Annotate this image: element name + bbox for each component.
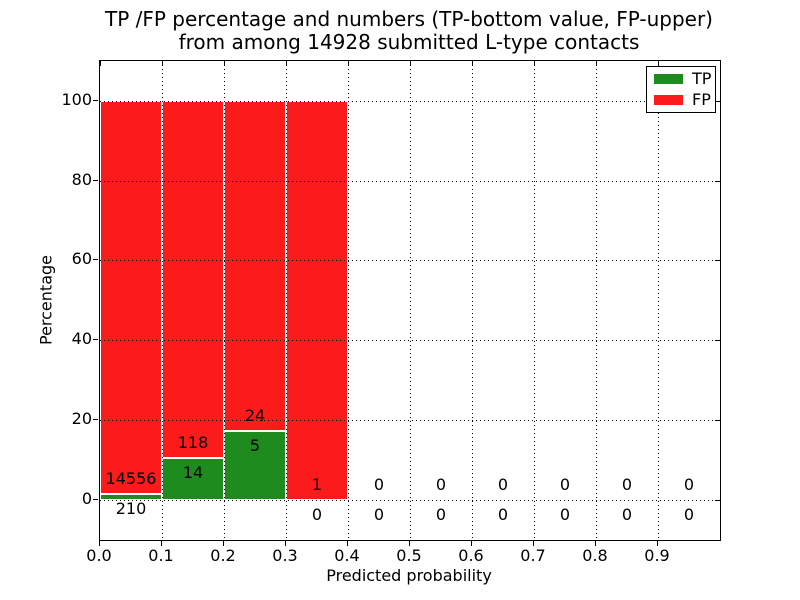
x-tick-0.1 bbox=[161, 541, 162, 546]
y-tick-right-60 bbox=[715, 260, 720, 262]
fp-count-label-0.2: 24 bbox=[244, 406, 266, 426]
gridline-v-0.9 bbox=[658, 61, 659, 540]
gridline-v-0.8 bbox=[596, 61, 597, 540]
x-tick-top-0.1 bbox=[162, 61, 163, 66]
legend-item-tp: TP bbox=[647, 71, 715, 87]
tp-count-label-0.7: 0 bbox=[559, 505, 571, 524]
x-tick-0.4 bbox=[347, 541, 348, 546]
y-tick-right-40 bbox=[715, 340, 720, 342]
x-tick-label-0.3: 0.3 bbox=[272, 546, 298, 565]
y-tick-left-40 bbox=[93, 339, 98, 341]
y-tick-label-60: 60 bbox=[71, 249, 92, 269]
bar-tp-0.1 bbox=[162, 457, 224, 500]
gridline-v-0.7 bbox=[534, 61, 535, 540]
x-tick-top-0.0 bbox=[100, 61, 101, 66]
tp-count-label-0.9: 0 bbox=[683, 505, 695, 524]
tp-count-label-0.4: 0 bbox=[373, 505, 385, 524]
y-tick-left-0 bbox=[93, 499, 98, 500]
tp-legend-swatch bbox=[654, 74, 683, 85]
fp-count-label-0: 14556 bbox=[105, 469, 157, 489]
bar-tp-0 bbox=[100, 494, 162, 500]
y-tick-right-0 bbox=[715, 500, 720, 501]
tp-count-label-0.6: 0 bbox=[497, 505, 509, 524]
y-tick-label-100: 100 bbox=[61, 89, 92, 109]
plot-area: 14556 210 118 14 24 5 1 0 0 0 0 0 0 0 0 0 0 0 0 0 bbox=[99, 60, 721, 541]
fp-count-label-0.3: 1 bbox=[311, 475, 323, 494]
fp-count-label-0.8: 0 bbox=[621, 475, 633, 494]
y-tick-right-80 bbox=[715, 180, 720, 182]
y-tick-label-80: 80 bbox=[71, 169, 92, 189]
y-tick-left-60 bbox=[93, 259, 98, 261]
gridline-v-0.3 bbox=[286, 61, 287, 540]
tp-count-label-0.2: 5 bbox=[249, 436, 261, 456]
bar-fp-0.3 bbox=[286, 100, 348, 500]
y-tick-left-20 bbox=[93, 419, 98, 421]
x-tick-0.3 bbox=[285, 541, 286, 546]
bar-fp-0.1 bbox=[162, 100, 224, 458]
x-tick-top-0.4 bbox=[348, 61, 349, 66]
x-tick-top-0.8 bbox=[596, 61, 597, 66]
x-tick-label-0.8: 0.8 bbox=[582, 546, 608, 565]
y-tick-label-40: 40 bbox=[71, 329, 92, 349]
tp-count-label-0.8: 0 bbox=[621, 505, 633, 524]
bar-fp-0 bbox=[100, 100, 162, 495]
x-tick-0.9 bbox=[657, 541, 658, 546]
fp-legend-label: FP bbox=[692, 89, 711, 109]
x-tick-label-0.2: 0.2 bbox=[210, 546, 236, 565]
x-tick-label-0.5: 0.5 bbox=[396, 546, 422, 565]
x-tick-0.6 bbox=[471, 541, 472, 546]
x-tick-top-0.6 bbox=[472, 61, 473, 66]
x-tick-0.7 bbox=[533, 541, 534, 546]
chart-title-line2: from among 14928 submitted L-type contac… bbox=[178, 30, 640, 54]
x-tick-top-0.3 bbox=[286, 61, 287, 66]
gridline-v-0.2 bbox=[224, 61, 225, 540]
fp-count-label-0.7: 0 bbox=[559, 475, 571, 494]
tp-legend-label: TP bbox=[692, 69, 712, 89]
y-tick-left-80 bbox=[93, 179, 98, 181]
x-tick-label-0.0: 0.0 bbox=[86, 546, 112, 565]
fp-legend-swatch bbox=[654, 94, 683, 105]
x-tick-0.5 bbox=[409, 541, 410, 546]
x-tick-top-0.2 bbox=[224, 61, 225, 66]
x-tick-0.8 bbox=[595, 541, 596, 546]
x-tick-label-0.6: 0.6 bbox=[458, 546, 484, 565]
y-tick-left-100 bbox=[93, 99, 98, 101]
x-axis-label: Predicted probability bbox=[326, 566, 492, 585]
x-tick-0.0 bbox=[99, 541, 100, 546]
tp-count-label-0.1: 14 bbox=[182, 462, 204, 482]
fp-count-label-0.9: 0 bbox=[683, 475, 695, 494]
y-tick-label-0: 0 bbox=[81, 489, 92, 508]
fp-count-label-0.4: 0 bbox=[373, 475, 385, 494]
fp-count-label-0.5: 0 bbox=[435, 475, 447, 494]
y-tick-right-20 bbox=[715, 420, 720, 422]
x-tick-label-0.7: 0.7 bbox=[520, 546, 546, 565]
fp-count-label-0.6: 0 bbox=[497, 475, 509, 494]
legend: TP FP bbox=[646, 66, 716, 113]
x-tick-label-0.4: 0.4 bbox=[334, 546, 360, 565]
x-tick-label-0.1: 0.1 bbox=[148, 546, 174, 565]
tp-count-label-0.5: 0 bbox=[435, 505, 447, 524]
tp-count-label-0.3: 0 bbox=[311, 505, 323, 524]
y-tick-right-100 bbox=[715, 100, 720, 102]
fp-count-label-0.1: 118 bbox=[177, 432, 209, 452]
y-tick-label-20: 20 bbox=[71, 409, 92, 429]
chart-title-line1: TP /FP percentage and numbers (TP-bottom… bbox=[105, 7, 713, 31]
legend-item-fp: FP bbox=[647, 89, 715, 109]
gridline-v-0.1 bbox=[162, 61, 163, 540]
chart-title: TP /FP percentage and numbers (TP-bottom… bbox=[99, 8, 719, 54]
gridline-v-0.6 bbox=[472, 61, 473, 540]
x-tick-top-0.9 bbox=[658, 61, 659, 66]
gridline-v-0.4 bbox=[348, 61, 349, 540]
x-tick-0.2 bbox=[223, 541, 224, 546]
bar-fp-0.2 bbox=[224, 100, 286, 432]
x-tick-label-0.9: 0.9 bbox=[644, 546, 670, 565]
gridline-v-0.5 bbox=[410, 61, 411, 540]
x-tick-top-0.5 bbox=[410, 61, 411, 66]
x-tick-top-0.7 bbox=[534, 61, 535, 66]
tp-count-label-0: 210 bbox=[115, 499, 147, 519]
